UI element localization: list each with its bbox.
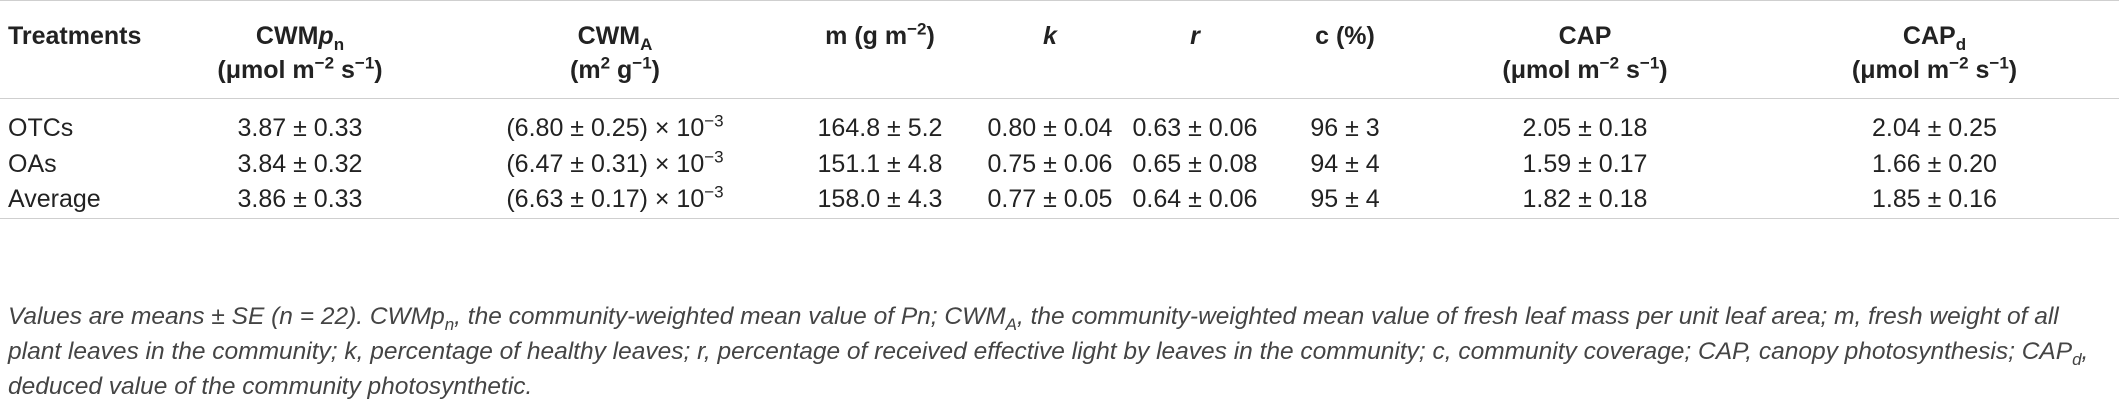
header-cwmpn: CWMpn (μmol m−2 s−1) bbox=[150, 0, 450, 99]
cell-treatment: OTCs bbox=[8, 114, 74, 142]
cell-k: 0.75 ± 0.06 bbox=[987, 149, 1113, 178]
header-r: r bbox=[1120, 0, 1270, 99]
header-treatments: Treatments bbox=[0, 0, 150, 99]
cell-m: 151.1 ± 4.8 bbox=[817, 149, 943, 178]
cell-r: 0.64 ± 0.06 bbox=[1120, 181, 1270, 219]
cell-m: 158.0 ± 4.3 bbox=[780, 181, 980, 219]
cell-capd: 1.66 ± 0.20 bbox=[1872, 149, 1997, 178]
cell-treatment: OAs bbox=[8, 149, 57, 178]
cell-m: 164.8 ± 5.2 bbox=[817, 114, 943, 142]
table-row: Average 3.86 ± 0.33 (6.63 ± 0.17) × 10−3… bbox=[0, 181, 2119, 219]
table-row: OTCs 3.87 ± 0.33 (6.80 ± 0.25) × 10−3 16… bbox=[0, 99, 2119, 147]
header-m: m (g m−2) bbox=[780, 0, 980, 99]
cell-cwmpn: 3.87 ± 0.33 bbox=[237, 114, 363, 142]
cell-capd: 1.85 ± 0.16 bbox=[1750, 181, 2119, 219]
cell-r: 0.65 ± 0.08 bbox=[1132, 149, 1258, 178]
table-row: OAs 3.84 ± 0.32 (6.47 ± 0.31) × 10−3 151… bbox=[0, 147, 2119, 182]
cell-cwmpn: 3.84 ± 0.32 bbox=[237, 149, 363, 178]
cell-cwmpn: 3.86 ± 0.33 bbox=[150, 181, 450, 219]
cell-c: 94 ± 4 bbox=[1310, 149, 1380, 178]
cell-cwma: (6.47 ± 0.31) × 10−3 bbox=[506, 147, 724, 178]
cell-k: 0.80 ± 0.04 bbox=[987, 114, 1113, 142]
header-cwma: CWMA (m2 g−1) bbox=[450, 0, 780, 99]
header-cap: CAP (μmol m−2 s−1) bbox=[1420, 0, 1750, 99]
cell-c: 95 ± 4 bbox=[1270, 181, 1420, 219]
cell-cap: 1.59 ± 0.17 bbox=[1522, 149, 1648, 178]
header-c: c (%) bbox=[1270, 0, 1420, 99]
cell-k: 0.77 ± 0.05 bbox=[980, 181, 1120, 219]
cell-cap: 1.82 ± 0.18 bbox=[1420, 181, 1750, 219]
cell-cwma: (6.80 ± 0.25) × 10−3 bbox=[506, 111, 724, 142]
header-capd: CAPd (μmol m−2 s−1) bbox=[1750, 0, 2119, 99]
cell-cwma: (6.63 ± 0.17) × 10−3 bbox=[450, 181, 780, 219]
table-footnote: Values are means ± SE (n = 22). CWMpn, t… bbox=[8, 303, 2089, 400]
cell-treatment: Average bbox=[0, 181, 150, 219]
data-table: Treatments CWMpn (μmol m−2 s−1) CWMA (m2… bbox=[0, 0, 2119, 219]
cell-capd: 2.04 ± 0.25 bbox=[1872, 114, 1997, 142]
header-k: k bbox=[980, 0, 1120, 99]
cell-c: 96 ± 3 bbox=[1310, 114, 1380, 142]
cell-cap: 2.05 ± 0.18 bbox=[1522, 114, 1648, 142]
cell-r: 0.63 ± 0.06 bbox=[1132, 114, 1258, 142]
table-header-row: Treatments CWMpn (μmol m−2 s−1) CWMA (m2… bbox=[0, 0, 2119, 99]
